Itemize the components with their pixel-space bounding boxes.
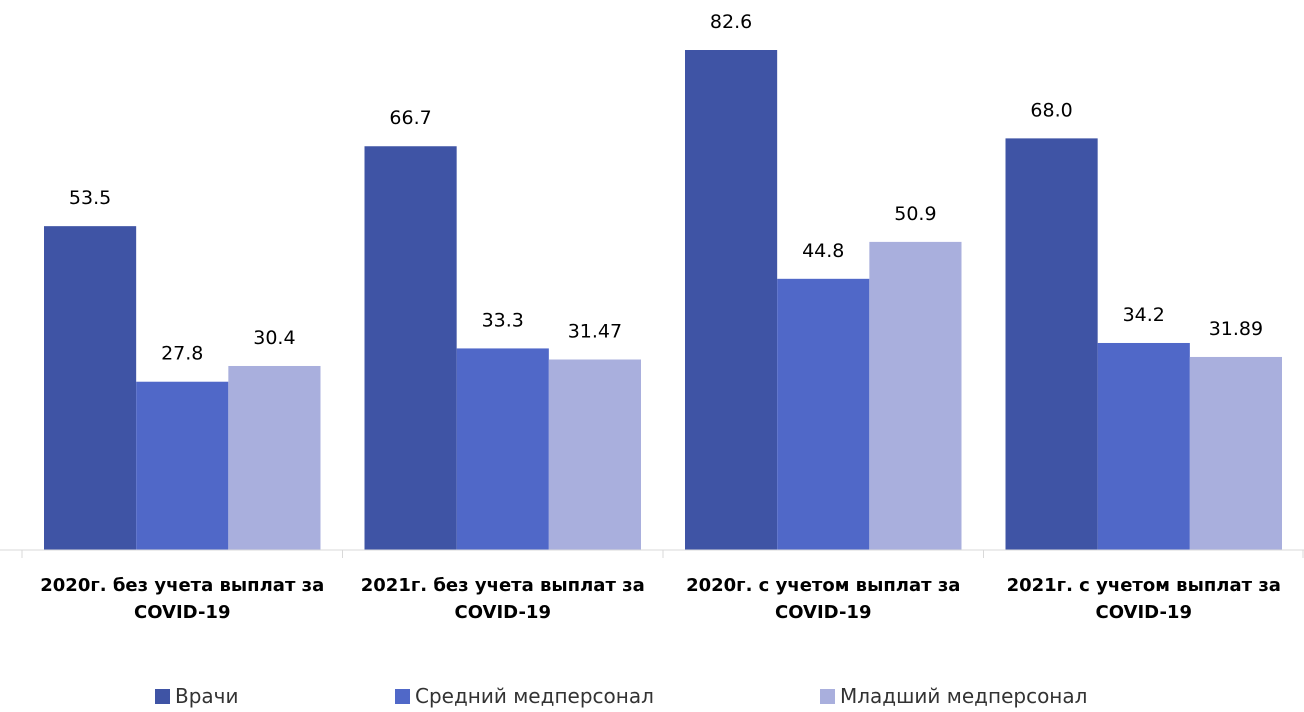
bar <box>1005 138 1098 550</box>
data-label: 27.8 <box>161 343 203 365</box>
x-tick-label: 2021г. без учета выплат за COVID-19 <box>360 575 645 623</box>
legend-item: Врачи <box>155 684 239 708</box>
data-label: 66.7 <box>389 107 431 129</box>
bar <box>1189 356 1282 550</box>
data-label: 31.47 <box>568 321 622 343</box>
legend-swatch <box>820 688 835 704</box>
legend-swatch <box>395 688 410 704</box>
legend-label: Младший медперсонал <box>840 684 1088 708</box>
data-label: 53.5 <box>69 187 111 209</box>
legend-item: Младший медперсонал <box>820 684 1087 708</box>
bar <box>869 241 962 551</box>
bar <box>228 365 321 550</box>
legend-item: Средний медперсонал <box>395 684 654 708</box>
data-label: 30.4 <box>253 327 295 349</box>
data-label: 33.3 <box>482 309 524 331</box>
bar <box>685 50 778 550</box>
bar <box>456 348 549 550</box>
data-label: 31.89 <box>1209 318 1263 340</box>
bar <box>364 146 457 550</box>
legend-label: Средний медперсонал <box>415 684 654 708</box>
bar <box>136 381 229 550</box>
legend-swatch <box>155 688 170 704</box>
data-label: 34.2 <box>1123 304 1165 326</box>
legend-label: Врачи <box>175 684 239 708</box>
x-tick-label: 2020г. без учета выплат за COVID-19 <box>40 575 325 623</box>
bar <box>1097 342 1190 550</box>
bar <box>548 359 641 550</box>
bar <box>777 278 870 550</box>
x-tick-label: 2021г. с учетом выплат за COVID-19 <box>1006 575 1281 623</box>
data-label: 50.9 <box>894 203 936 225</box>
data-label: 68.0 <box>1030 99 1072 121</box>
x-tick-label: 2020г. с учетом выплат за COVID-19 <box>686 575 961 623</box>
data-label: 44.8 <box>802 240 844 262</box>
bar <box>44 226 137 550</box>
data-label: 82.6 <box>710 11 752 33</box>
